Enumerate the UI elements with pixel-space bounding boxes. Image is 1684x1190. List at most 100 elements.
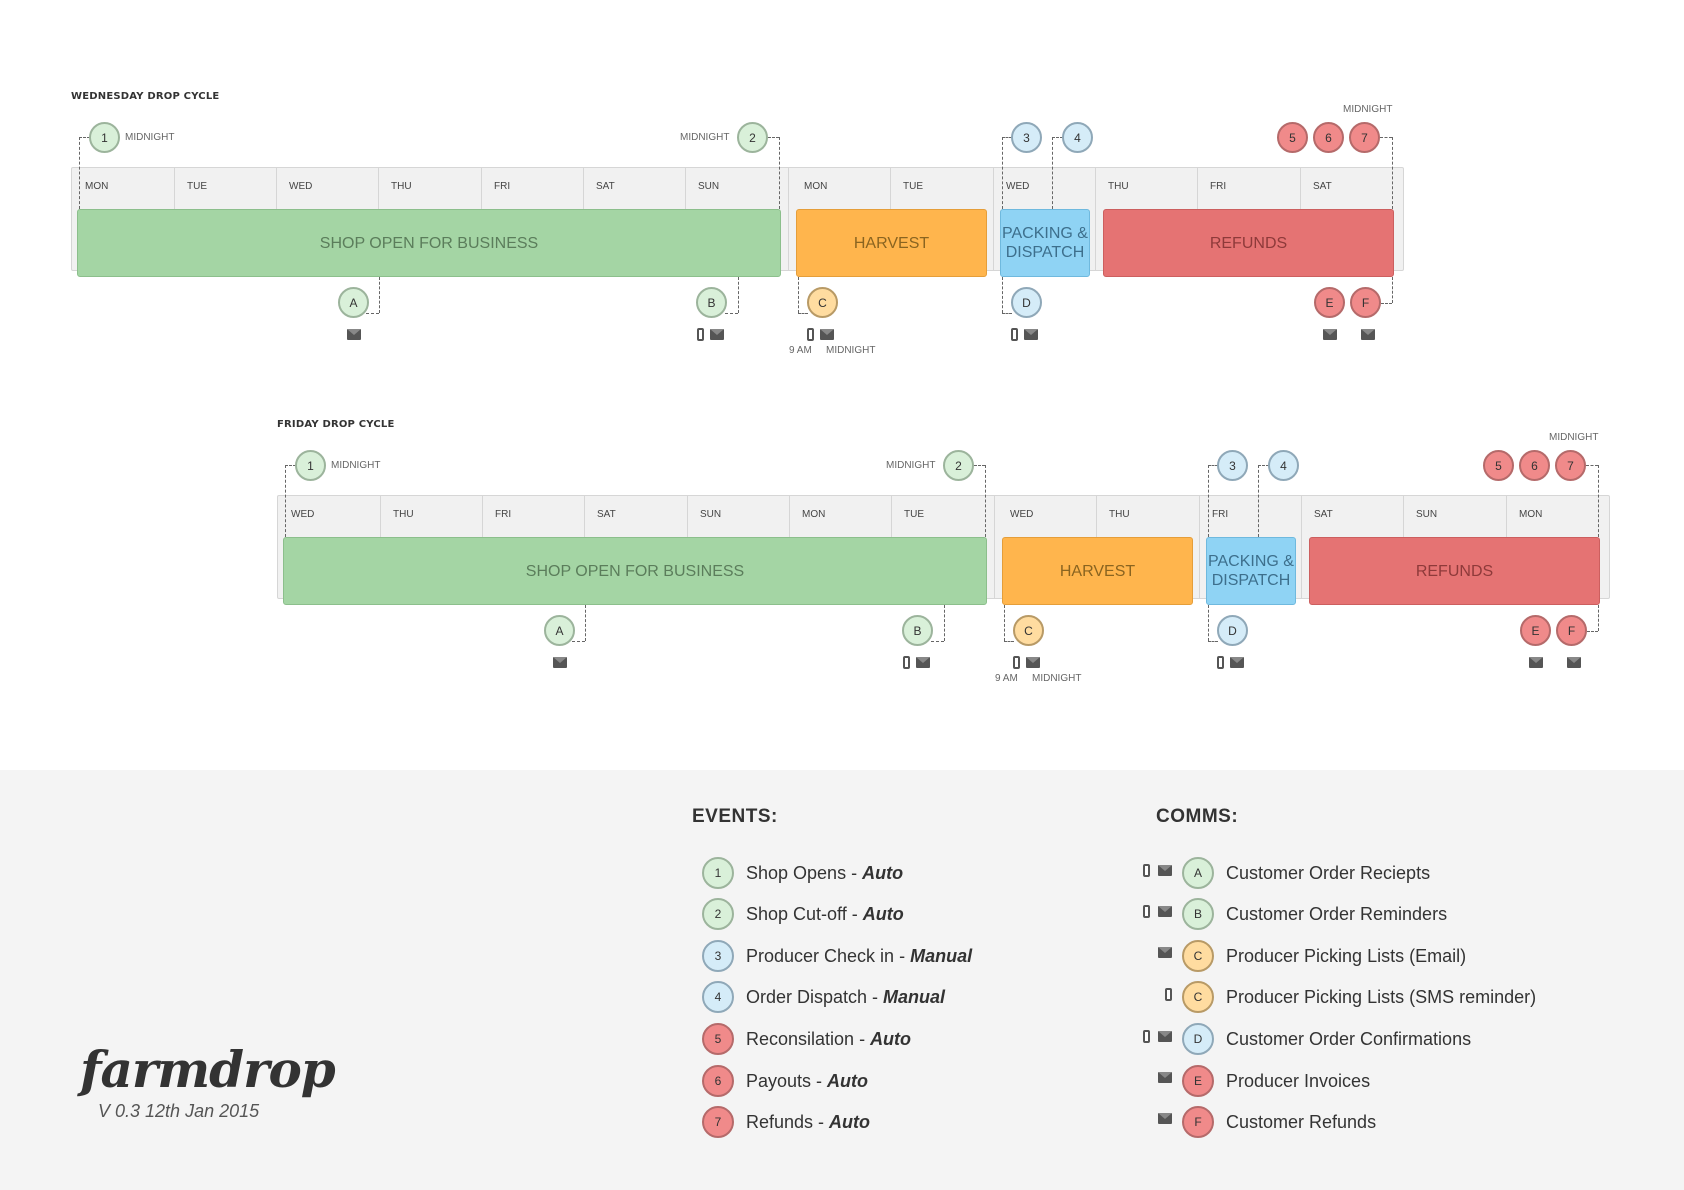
event-marker-5: 5: [702, 1023, 734, 1055]
comms-icons: [1132, 947, 1172, 958]
comms-icons: [1361, 329, 1375, 340]
comms-marker-b: B: [1182, 898, 1214, 930]
event-marker-4: 4: [1062, 122, 1093, 153]
event-marker-2: 2: [943, 450, 974, 481]
event-marker-5: 5: [1277, 122, 1308, 153]
mail-icon: [1158, 1113, 1172, 1124]
legend-comms-b: B Customer Order Reminders: [1182, 898, 1447, 930]
mail-icon: [1026, 657, 1040, 668]
comms-icons: [1132, 1072, 1172, 1083]
mail-icon: [916, 657, 930, 668]
midnight-label: MIDNIGHT: [886, 460, 936, 471]
grid-line: [993, 167, 994, 271]
mail-icon: [820, 329, 834, 340]
legend-comms-d: D Customer Order Confirmations: [1182, 1023, 1471, 1055]
comms-marker-d: D: [1011, 287, 1042, 318]
event-marker-1: 1: [295, 450, 326, 481]
comms-marker-f: F: [1556, 615, 1587, 646]
day-label: THU: [1109, 509, 1130, 520]
day-label: SUN: [1416, 509, 1438, 520]
mail-icon: [1158, 1072, 1172, 1083]
legend-comms-e: E Producer Invoices: [1182, 1065, 1370, 1097]
event-marker-5: 5: [1483, 450, 1514, 481]
comms-marker-c: C: [807, 287, 838, 318]
comms-marker-a: A: [1182, 857, 1214, 889]
day-label: MON: [1519, 509, 1543, 520]
comms-marker-a: A: [544, 615, 575, 646]
comms-icons: [553, 657, 567, 668]
comms-marker-c: C: [1182, 940, 1214, 972]
legend-event-1: 1 Shop Opens - Auto: [702, 857, 903, 889]
day-label: THU: [1108, 181, 1129, 192]
farmdrop-logo: farmdrop: [80, 1040, 336, 1099]
phase-shop-open: SHOP OPEN FOR BUSINESS: [283, 537, 987, 605]
phase-harvest: HARVEST: [1002, 537, 1193, 605]
day-label: SAT: [1313, 181, 1332, 192]
grid-line: [1095, 167, 1096, 271]
mail-icon: [1024, 329, 1038, 340]
mail-icon: [1158, 1031, 1172, 1042]
comms-icons: [697, 328, 724, 341]
legend-event-3: 3 Producer Check in - Manual: [702, 940, 972, 972]
event-marker-2: 2: [737, 122, 768, 153]
day-label: MON: [802, 509, 826, 520]
phase-refunds: REFUNDS: [1103, 209, 1394, 277]
mail-icon: [1230, 657, 1244, 668]
comms-icons: [1132, 1113, 1172, 1124]
legend-event-6: 6 Payouts - Auto: [702, 1065, 868, 1097]
day-label: WED: [289, 181, 313, 192]
phone-icon: [903, 656, 910, 669]
day-label: FRI: [1212, 509, 1229, 520]
legend-event-7: 7 Refunds - Auto: [702, 1106, 870, 1138]
phone-icon: [1011, 328, 1018, 341]
comms-icons: [1217, 656, 1244, 669]
event-marker-6: 6: [1519, 450, 1550, 481]
midnight-label: MIDNIGHT: [826, 345, 876, 356]
phase-refunds: REFUNDS: [1309, 537, 1600, 605]
day-label: FRI: [494, 181, 511, 192]
day-label: WED: [1010, 509, 1034, 520]
day-label: SUN: [698, 181, 720, 192]
event-marker-7: 7: [1555, 450, 1586, 481]
event-marker-4: 4: [702, 981, 734, 1013]
wednesday-cycle: WEDNESDAY DROP CYCLE MON TUE WED THU FRI…: [71, 91, 1411, 391]
cycle-title: FRIDAY DROP CYCLE: [277, 419, 395, 430]
event-marker-3: 3: [1011, 122, 1042, 153]
phone-icon: [807, 328, 814, 341]
comms-icons: [1132, 864, 1172, 877]
legend-event-5: 5 Reconsilation - Auto: [702, 1023, 911, 1055]
day-label: TUE: [904, 509, 924, 520]
mail-icon: [1567, 657, 1581, 668]
time-label: 9 AM: [995, 673, 1018, 684]
midnight-label: MIDNIGHT: [125, 132, 175, 143]
day-label: WED: [291, 509, 315, 520]
midnight-label: MIDNIGHT: [1343, 104, 1393, 115]
comms-marker-e: E: [1182, 1065, 1214, 1097]
comms-icons: [1013, 656, 1040, 669]
event-marker-4: 4: [1268, 450, 1299, 481]
mail-icon: [347, 329, 361, 340]
comms-marker-b: B: [696, 287, 727, 318]
day-label: TUE: [187, 181, 207, 192]
legend-event-2: 2 Shop Cut-off - Auto: [702, 898, 904, 930]
event-marker-6: 6: [1313, 122, 1344, 153]
cycle-title: WEDNESDAY DROP CYCLE: [71, 91, 220, 102]
mail-icon: [1323, 329, 1337, 340]
comms-title: COMMS:: [1156, 806, 1239, 827]
comms-icons: [1132, 1030, 1172, 1043]
comms-marker-c: C: [1182, 981, 1214, 1013]
midnight-label: MIDNIGHT: [680, 132, 730, 143]
comms-marker-d: D: [1182, 1023, 1214, 1055]
comms-icons: [903, 656, 930, 669]
day-label: SAT: [597, 509, 616, 520]
phone-icon: [1217, 656, 1224, 669]
legend-comms-f: F Customer Refunds: [1182, 1106, 1376, 1138]
event-marker-2: 2: [702, 898, 734, 930]
grid-line: [1301, 495, 1302, 599]
phone-icon: [1143, 905, 1150, 918]
event-marker-7: 7: [1349, 122, 1380, 153]
comms-marker-d: D: [1217, 615, 1248, 646]
comms-icons: [1529, 657, 1543, 668]
day-label: WED: [1006, 181, 1030, 192]
legend-event-4: 4 Order Dispatch - Manual: [702, 981, 945, 1013]
